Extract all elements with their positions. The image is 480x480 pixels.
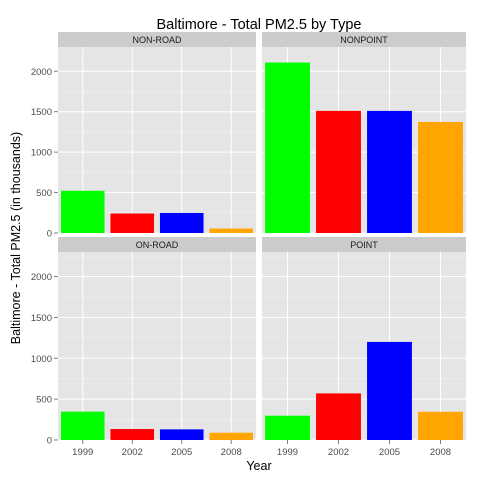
facet-strip [58, 32, 256, 47]
bar-2005 [367, 110, 412, 233]
facet-point: POINT 1999 2002 2005 2008 [262, 237, 466, 458]
facet-strip [262, 32, 466, 47]
y-tick-label: 1500 [31, 107, 52, 118]
chart-title: Baltimore - Total PM2.5 by Type [157, 17, 362, 33]
facet-strip [58, 237, 256, 252]
panel-background [58, 252, 256, 440]
y-tick-label: 500 [36, 395, 52, 406]
y-tick-label: 1000 [31, 148, 52, 159]
facet-strip-label: NON-ROAD [133, 35, 182, 45]
facet-panels: NON-ROAD 0 500 1000 1500 2000 NONPOINT ON-ROAD 0… [31, 32, 466, 458]
facet-strip [262, 237, 466, 252]
y-tick-label: 1000 [31, 354, 52, 365]
x-axis-title: Year [246, 459, 271, 473]
facet-on-road: ON-ROAD 0 500 1000 1500 2000 1999 2002 2005 2008 [31, 237, 256, 458]
x-tick-label: 2005 [171, 447, 192, 458]
y-tick-label: 0 [47, 436, 52, 447]
bar-2002 [110, 429, 155, 440]
facet-strip-label: ON-ROAD [136, 240, 179, 250]
facet-strip-label: POINT [350, 240, 378, 250]
bar-2002 [316, 393, 361, 440]
facet-strip-label: NONPOINT [340, 35, 388, 45]
x-tick-label: 2002 [328, 447, 349, 458]
facet-nonpoint: NONPOINT [262, 32, 466, 234]
panel-background [262, 252, 466, 440]
y-tick-label: 0 [47, 229, 52, 240]
y-tick-label: 500 [36, 188, 52, 199]
bar-1999 [265, 415, 310, 440]
bar-2005 [159, 212, 204, 233]
bar-2002 [316, 110, 361, 233]
bar-2008 [209, 432, 254, 440]
x-tick-label: 2002 [122, 447, 143, 458]
bar-2005 [367, 341, 412, 440]
x-tick-label: 2008 [430, 447, 451, 458]
x-tick-label: 1999 [277, 447, 298, 458]
bar-1999 [265, 62, 310, 234]
y-tick-label: 2000 [31, 272, 52, 283]
bar-2002 [110, 213, 155, 233]
bar-2008 [418, 121, 463, 233]
x-tick-label: 2008 [221, 447, 242, 458]
bar-1999 [60, 411, 105, 440]
x-tick-label: 2005 [379, 447, 400, 458]
bar-2008 [209, 228, 254, 233]
bar-1999 [60, 190, 105, 233]
y-tick-label: 1500 [31, 313, 52, 324]
bar-2008 [418, 411, 463, 440]
y-axis-title: Baltimore - Total PM2.5 (in thousands) [9, 132, 23, 344]
y-tick-label: 2000 [31, 67, 52, 78]
facet-non-road: NON-ROAD 0 500 1000 1500 2000 [31, 32, 256, 240]
bar-2005 [159, 429, 204, 440]
x-tick-label: 1999 [72, 447, 93, 458]
